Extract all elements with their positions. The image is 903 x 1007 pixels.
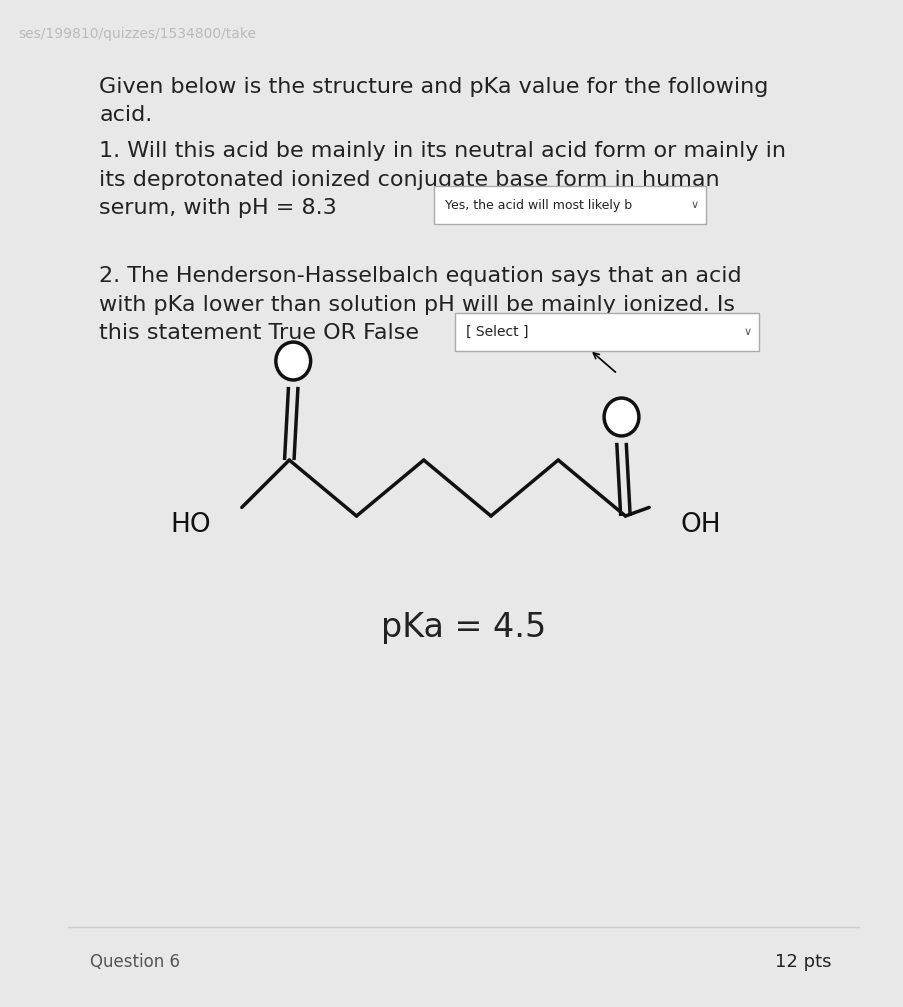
Text: [ Select ]: [ Select ] [466, 325, 528, 338]
Text: serum, with pH = 8.3: serum, with pH = 8.3 [99, 198, 337, 219]
Circle shape [275, 342, 311, 380]
Text: HO: HO [170, 512, 210, 538]
Text: OH: OH [680, 512, 720, 538]
Text: Yes, the acid will most likely b: Yes, the acid will most likely b [444, 198, 631, 211]
FancyBboxPatch shape [433, 186, 705, 225]
Text: acid.: acid. [99, 106, 153, 125]
Text: ses/199810/quizzes/1534800/take: ses/199810/quizzes/1534800/take [18, 27, 256, 41]
FancyBboxPatch shape [455, 313, 759, 350]
Text: 12 pts: 12 pts [775, 953, 831, 971]
Text: its deprotonated ionized conjugate base form in human: its deprotonated ionized conjugate base … [99, 170, 720, 190]
Text: this statement True OR False: this statement True OR False [99, 323, 419, 343]
Text: 2. The Henderson-Hasselbalch equation says that an acid: 2. The Henderson-Hasselbalch equation sa… [99, 266, 741, 286]
Text: Question 6: Question 6 [90, 953, 181, 971]
Text: with pKa lower than solution pH will be mainly ionized. Is: with pKa lower than solution pH will be … [99, 295, 735, 315]
Text: ∨: ∨ [742, 326, 750, 336]
Text: pKa = 4.5: pKa = 4.5 [380, 611, 545, 644]
Text: ∨: ∨ [690, 200, 698, 210]
Text: 1. Will this acid be mainly in its neutral acid form or mainly in: 1. Will this acid be mainly in its neutr… [99, 142, 786, 161]
Circle shape [603, 398, 638, 436]
Text: Given below is the structure and pKa value for the following: Given below is the structure and pKa val… [99, 77, 768, 97]
